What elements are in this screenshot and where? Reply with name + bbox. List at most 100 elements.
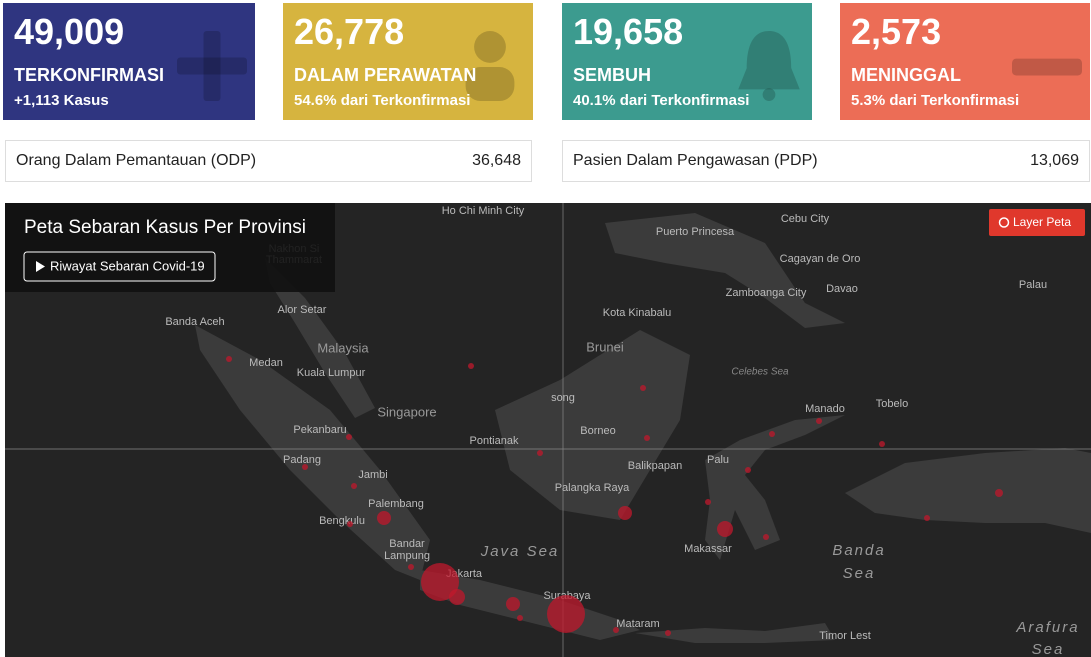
place-label: Manado [805,403,845,415]
place-label: Zamboanga City [726,287,807,299]
case-marker [449,589,465,605]
case-marker [468,363,474,369]
case-marker [640,385,646,391]
place-label: Singapore [377,404,436,419]
place-label: song [551,392,575,404]
card-subtext: 54.6% dari Terkonfirmasi [294,92,471,109]
stat-card: 2,573 MENINGGAL 5.3% dari Terkonfirmasi [840,3,1090,120]
case-marker [506,597,520,611]
case-marker [879,441,885,447]
case-marker [769,431,775,437]
place-label: Sea [1032,641,1065,657]
place-label: Banda Aceh [165,316,224,328]
case-marker [377,511,391,525]
case-marker [226,356,232,362]
case-marker [408,564,414,570]
case-marker [618,506,632,520]
place-label: Arafura [1015,619,1079,636]
card-value: 49,009 [14,11,125,52]
case-marker [924,515,930,521]
place-label: Brunei [586,339,624,354]
card-icon [738,31,800,101]
place-label: Lampung [384,550,430,562]
play-icon [36,261,45,272]
case-marker [347,521,353,527]
card-subtext: 40.1% dari Terkonfirmasi [573,92,750,109]
card-label: SEMBUH [573,65,652,85]
title-panel [5,203,335,292]
monitor-value: 36,648 [472,152,521,169]
monitor-box: Pasien Dalam Pengawasan (PDP) 13,069 [562,140,1090,182]
layer-button-label[interactable]: Layer Peta [1013,215,1071,229]
place-label: Padang [283,454,321,466]
case-marker [302,464,308,470]
case-marker [717,521,733,537]
case-marker [537,450,543,456]
case-marker [745,467,751,473]
place-label: Palau [1019,279,1047,291]
place-label: Mataram [616,618,659,630]
stat-card: 26,778 DALAM PERAWATAN 54.6% dari Terkonfi… [283,3,533,120]
place-label: Celebes Sea [731,367,789,378]
place-label: Borneo [580,425,615,437]
place-label: Malaysia [317,340,369,355]
case-marker [995,489,1003,497]
place-label: Pontianak [470,435,519,447]
map-title: Peta Sebaran Kasus Per Provinsi [24,217,306,238]
layer-icon [998,217,1010,228]
case-marker [705,499,711,505]
card-label: DALAM PERAWATAN [294,65,477,85]
monitor-value: 13,069 [1030,152,1079,169]
map: Ho Chi Minh City Cebu City Puerto Princesa… [5,203,1091,657]
place-label: Makassar [684,543,732,555]
case-marker [517,615,523,621]
place-label: Balikpapan [628,460,682,472]
place-label: Timor Lest [819,630,871,642]
monitor-label: Orang Dalam Pemantauan (ODP) [16,152,257,169]
place-label: Alor Setar [278,304,327,316]
place-label: Palembang [368,498,424,510]
card-value: 26,778 [294,11,405,52]
place-label: Tobelo [876,398,908,410]
card-subtext: 5.3% dari Terkonfirmasi [851,92,1020,109]
stat-card: 49,009 TERKONFIRMASI +1,113 Kasus [3,3,255,120]
place-label: Kuala Lumpur [297,367,366,379]
card-label: MENINGGAL [851,65,961,85]
case-marker [763,534,769,540]
place-label: Pekanbaru [293,424,346,436]
case-marker [665,630,671,636]
place-label: Cagayan de Oro [780,253,861,265]
case-marker [644,435,650,441]
case-marker [351,483,357,489]
place-label: Puerto Princesa [656,226,735,238]
stat-card: 19,658 SEMBUH 40.1% dari Terkonfirmasi [562,3,812,120]
layer-button[interactable] [989,209,1085,236]
case-marker [613,627,619,633]
monitor-box: Orang Dalam Pemantauan (ODP) 36,648 [5,140,532,182]
card-icon [1012,58,1082,76]
place-label: Banda [832,542,885,559]
land [195,213,1091,643]
history-button-label[interactable]: Riwayat Sebaran Covid-19 [50,258,205,273]
place-label: Kota Kinabalu [603,307,672,319]
place-label: Ho Chi Minh City [442,205,525,217]
card-label: TERKONFIRMASI [14,65,164,85]
monitor-label: Pasien Dalam Pengawasan (PDP) [573,152,818,169]
place-label: Palu [707,454,729,466]
place-label: Cebu City [781,213,830,225]
case-marker [816,418,822,424]
place-label: Java Sea [480,543,560,560]
history-button[interactable] [23,251,216,282]
card-icon [465,31,515,101]
card-subtext: +1,113 Kasus [14,92,109,109]
case-marker [547,595,585,633]
card-icon [177,31,247,101]
card-value: 19,658 [573,11,684,52]
place-label: Bandar [389,538,425,550]
case-marker [346,434,352,440]
place-label: Palangka Raya [555,482,630,494]
place-label: Davao [826,283,858,295]
card-value: 2,573 [851,11,942,52]
place-label: Medan [249,357,283,369]
